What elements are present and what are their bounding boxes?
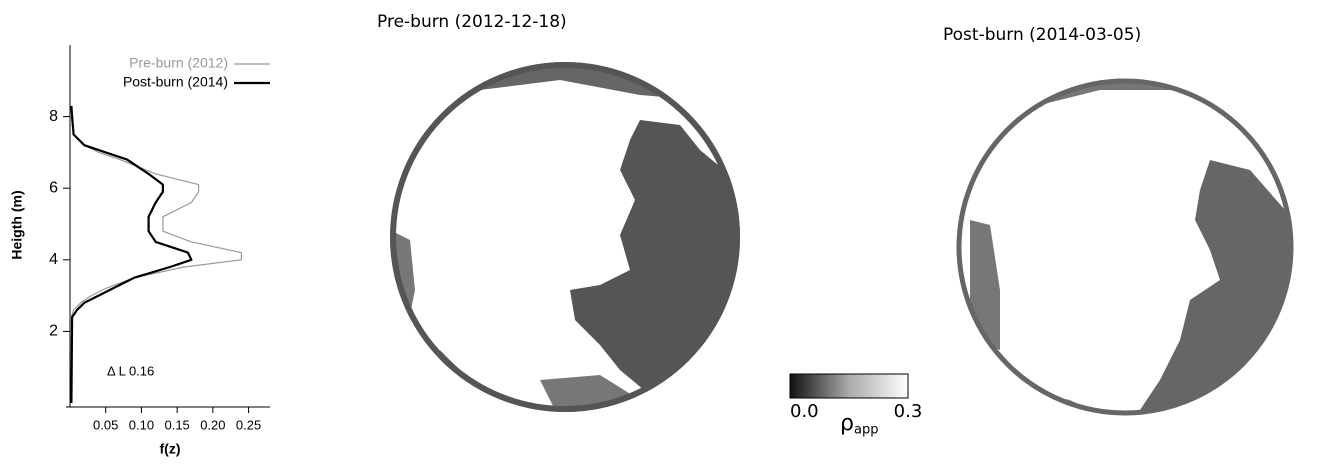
- legend-label: Post-burn (2014): [123, 74, 228, 90]
- line-series: [71, 106, 191, 403]
- y-tick-label: 6: [49, 179, 58, 196]
- x-tick-label: 0.15: [164, 417, 189, 432]
- y-axis-label: Heigth (m): [9, 190, 25, 259]
- y-tick-label: 4: [49, 251, 58, 268]
- y-tick-label: 8: [49, 108, 58, 125]
- colorbar-tick-label: 0.0: [790, 401, 819, 422]
- legend-label: Pre-burn (2012): [129, 55, 228, 71]
- colorbar-tick-label: 0.3: [894, 401, 923, 422]
- y-tick-label: 2: [49, 323, 58, 340]
- figure: f(z) Heigth (m) Δ L 0.16 Pre-burn (2012-…: [0, 0, 1325, 469]
- x-tick-label: 0.05: [93, 417, 118, 432]
- line-series: [71, 117, 241, 318]
- panel-title: Pre-burn (2012-12-18): [377, 12, 567, 32]
- hemispherical-image: [390, 55, 760, 420]
- x-tick-label: 0.10: [129, 417, 154, 432]
- x-axis-label: f(z): [160, 441, 181, 457]
- x-tick-label: 0.20: [200, 417, 225, 432]
- panel-title: Post-burn (2014-03-05): [943, 25, 1141, 45]
- x-tick-label: 0.25: [236, 417, 261, 432]
- colorbar: [790, 374, 908, 398]
- colorbar-symbol: ρ: [840, 411, 854, 436]
- annotation: Δ L 0.16: [107, 363, 154, 378]
- hemispherical-image: [957, 70, 1300, 420]
- colorbar-subscript: app: [854, 423, 878, 438]
